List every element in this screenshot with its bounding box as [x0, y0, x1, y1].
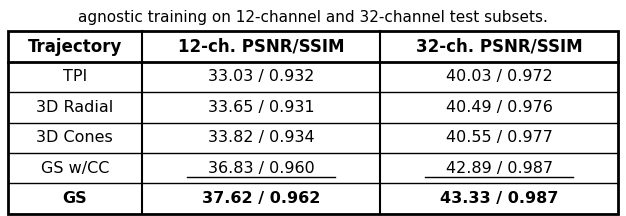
Text: agnostic training on 12-channel and 32-channel test subsets.: agnostic training on 12-channel and 32-c…	[78, 10, 548, 25]
Text: 40.03 / 0.972: 40.03 / 0.972	[446, 70, 553, 84]
Text: 32-ch. PSNR/SSIM: 32-ch. PSNR/SSIM	[416, 38, 583, 56]
Text: GS: GS	[63, 191, 87, 206]
Text: 33.03 / 0.932: 33.03 / 0.932	[208, 70, 314, 84]
Text: 36.83 / 0.960: 36.83 / 0.960	[208, 161, 314, 176]
Text: Trajectory: Trajectory	[28, 38, 122, 56]
Text: 33.65 / 0.931: 33.65 / 0.931	[208, 100, 314, 115]
Text: 40.55 / 0.977: 40.55 / 0.977	[446, 130, 553, 145]
Text: 37.62 / 0.962: 37.62 / 0.962	[202, 191, 321, 206]
Text: 33.82 / 0.934: 33.82 / 0.934	[208, 130, 314, 145]
Text: 40.49 / 0.976: 40.49 / 0.976	[446, 100, 553, 115]
Text: 3D Radial: 3D Radial	[36, 100, 113, 115]
Text: 3D Cones: 3D Cones	[36, 130, 113, 145]
Text: 43.33 / 0.987: 43.33 / 0.987	[440, 191, 558, 206]
Text: TPI: TPI	[63, 70, 87, 84]
Text: 42.89 / 0.987: 42.89 / 0.987	[446, 161, 553, 176]
Text: GS w/CC: GS w/CC	[41, 161, 109, 176]
Text: 12-ch. PSNR/SSIM: 12-ch. PSNR/SSIM	[178, 38, 344, 56]
